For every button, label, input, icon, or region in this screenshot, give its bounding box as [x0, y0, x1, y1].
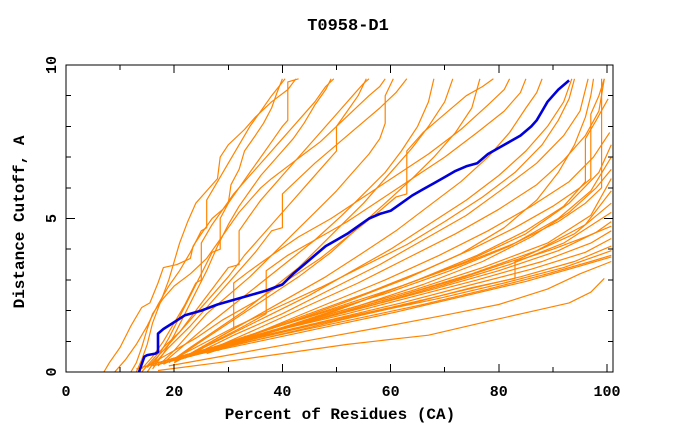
curves-layer: [103, 78, 612, 373]
x-tick-label: 60: [382, 384, 400, 401]
model-curve: [152, 256, 612, 367]
model-curve: [173, 78, 511, 364]
model-curve: [184, 78, 573, 358]
x-tick-label: 20: [165, 384, 183, 401]
model-curve: [179, 78, 595, 361]
model-curve: [163, 78, 435, 364]
model-curve: [103, 78, 283, 373]
y-tick-label: 10: [44, 56, 61, 74]
model-curve: [130, 78, 386, 373]
model-curve: [184, 178, 612, 358]
model-curve: [179, 78, 543, 361]
model-curve: [152, 78, 332, 370]
model-curve: [163, 78, 576, 365]
axes-frame: [65, 64, 614, 373]
y-axis-label: Distance Cutoff, A: [11, 135, 29, 308]
model-curve: [190, 78, 589, 358]
model-curve: [211, 132, 611, 352]
x-tick-label: 80: [490, 384, 508, 401]
model-curve: [157, 225, 612, 365]
model-curve: [217, 98, 609, 352]
y-tick-label: 0: [44, 367, 61, 376]
model-curve: [174, 169, 612, 362]
model-curve: [201, 78, 605, 355]
model-curve: [195, 78, 605, 355]
model-curve: [141, 78, 335, 370]
x-axis-label: Percent of Residues (CA): [225, 406, 455, 424]
model-curve: [152, 78, 408, 367]
tick-labels: 0 20 40 60 80 100 0 5 10: [44, 56, 621, 401]
x-tick-label: 0: [61, 384, 70, 401]
model-curve: [168, 260, 612, 367]
y-tick-label: 5: [44, 214, 61, 223]
model-curve: [157, 78, 394, 367]
model-curve: [157, 277, 605, 372]
highlighted-model-curve: [137, 79, 570, 373]
x-tick-label: 100: [593, 384, 620, 401]
plot-title: T0958-D1: [307, 17, 389, 36]
model-curve: [114, 78, 286, 373]
model-curve: [184, 78, 527, 359]
model-curve: [135, 78, 297, 373]
x-tick-label: 40: [273, 384, 291, 401]
